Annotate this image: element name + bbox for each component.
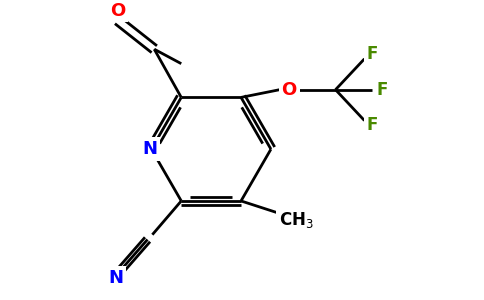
Text: N: N: [142, 140, 157, 158]
Text: O: O: [282, 81, 297, 99]
Text: CH$_3$: CH$_3$: [279, 210, 313, 230]
Text: O: O: [110, 2, 125, 20]
Text: F: F: [366, 45, 378, 63]
Text: F: F: [366, 116, 378, 134]
Text: N: N: [108, 269, 123, 287]
Text: F: F: [376, 81, 388, 99]
